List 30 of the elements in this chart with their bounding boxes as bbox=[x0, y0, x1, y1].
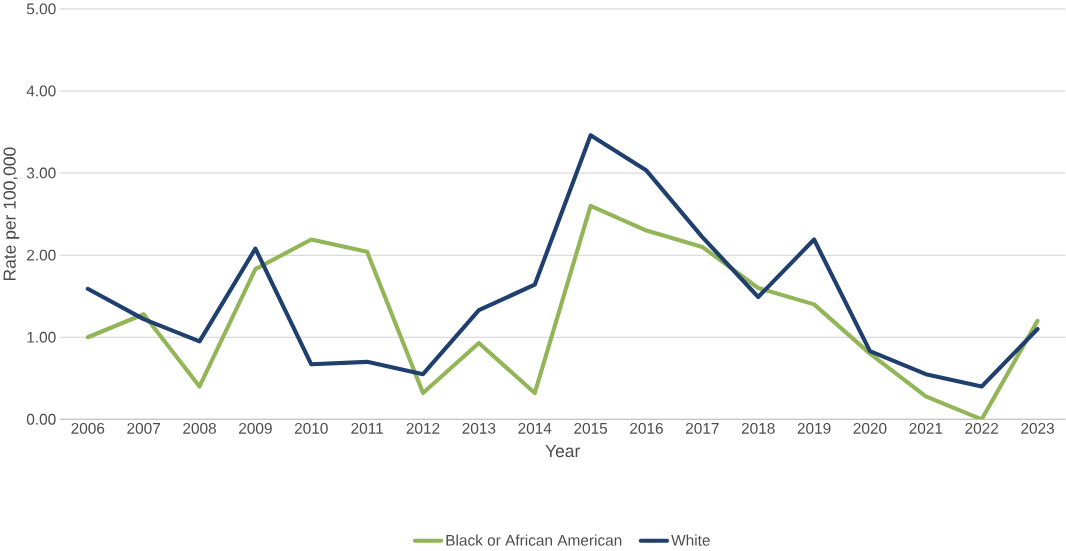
line-series bbox=[85, 203, 1040, 420]
x-tick-label: 2010 bbox=[294, 422, 328, 434]
x-tick-label: 2009 bbox=[239, 422, 272, 434]
x-tick-label: 2011 bbox=[351, 422, 383, 434]
x-tick-label: 2022 bbox=[965, 422, 999, 434]
y-tick-label: 2.00 bbox=[27, 249, 56, 261]
x-tick-label: 2012 bbox=[406, 422, 440, 434]
y-tick-label: 0.00 bbox=[26, 413, 56, 425]
y-tick-label: 1.00 bbox=[27, 331, 56, 343]
x-tick-label: 2019 bbox=[797, 422, 831, 434]
x-tick-label: 2014 bbox=[518, 422, 552, 434]
x-tick-label: 2021 bbox=[909, 422, 943, 434]
y-axis-title: Rate per 100,000 bbox=[3, 147, 20, 280]
y-tick-label: 3.00 bbox=[26, 167, 56, 179]
legend-label: White bbox=[671, 534, 710, 546]
x-tick-label: 2023 bbox=[1021, 422, 1054, 434]
x-tick-label: 2006 bbox=[71, 422, 105, 434]
line-series bbox=[85, 133, 1040, 389]
x-tick-label: 2007 bbox=[127, 422, 161, 434]
x-tick-label: 2016 bbox=[630, 422, 663, 434]
x-tick-label: 2013 bbox=[462, 422, 496, 434]
x-tick-label: 2018 bbox=[741, 422, 775, 434]
x-tick-label: 2020 bbox=[853, 422, 887, 434]
x-tick-label: 2017 bbox=[686, 422, 719, 434]
y-tick-label: 4.00 bbox=[26, 85, 56, 97]
x-axis-title: Year bbox=[545, 444, 581, 458]
y-tick-label: 5.00 bbox=[26, 3, 56, 15]
x-tick-label: 2008 bbox=[183, 422, 216, 434]
x-tick-label: 2015 bbox=[574, 422, 608, 434]
legend-label: Black or African American bbox=[446, 534, 622, 546]
